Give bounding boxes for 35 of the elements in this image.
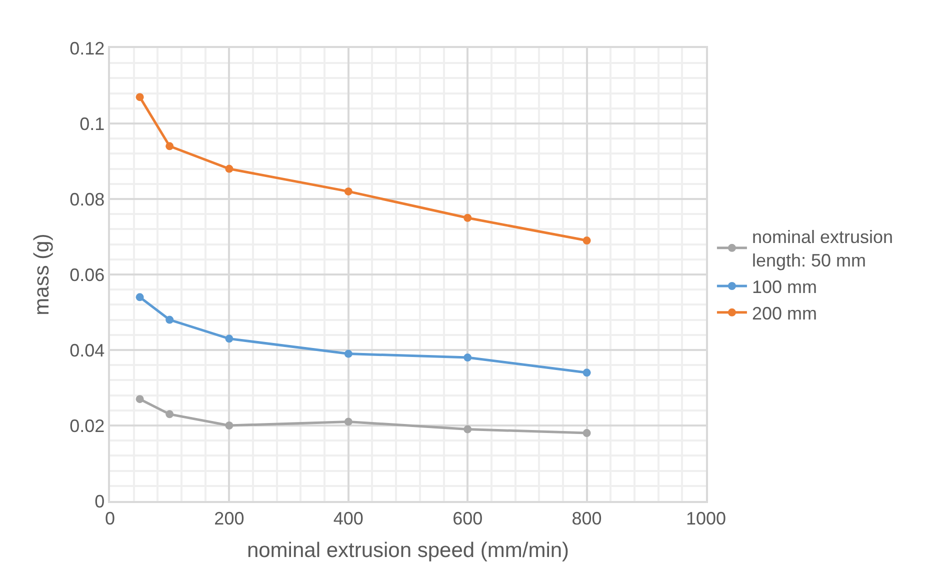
point bbox=[225, 334, 234, 343]
point bbox=[582, 368, 591, 377]
point bbox=[344, 187, 352, 196]
point bbox=[582, 429, 591, 438]
legend-label: nominal extrusion length: 50 mm bbox=[752, 227, 894, 271]
y-axis-title: mass (g) bbox=[30, 234, 54, 316]
point bbox=[136, 395, 144, 404]
point bbox=[225, 164, 234, 173]
legend-label: 200 mm bbox=[752, 303, 817, 324]
y-tick-label: 0.1 bbox=[80, 114, 105, 134]
legend-label: 100 mm bbox=[752, 277, 817, 298]
point bbox=[136, 293, 144, 302]
point bbox=[344, 418, 352, 426]
point bbox=[225, 422, 234, 430]
x-tick-label: 200 bbox=[214, 508, 244, 528]
x-tick-label: 400 bbox=[333, 508, 364, 528]
point bbox=[344, 350, 352, 358]
point bbox=[166, 316, 174, 324]
y-tick-label: 0.12 bbox=[70, 38, 105, 58]
y-tick-label: 0.06 bbox=[70, 264, 105, 285]
y-tick-label: 0.04 bbox=[70, 340, 105, 360]
x-tick-label: 1000 bbox=[686, 508, 726, 528]
y-tick-label: 0.08 bbox=[70, 189, 105, 210]
x-axis-title: nominal extrusion speed (mm/min) bbox=[246, 539, 570, 562]
y-tick-label: 0.02 bbox=[70, 416, 105, 436]
point bbox=[136, 93, 144, 102]
point bbox=[582, 236, 591, 245]
point bbox=[464, 425, 472, 434]
point bbox=[464, 214, 472, 222]
point bbox=[166, 142, 174, 150]
point bbox=[166, 410, 174, 418]
point bbox=[464, 354, 472, 362]
x-tick-label: 600 bbox=[452, 508, 483, 528]
y-tick-label: 0 bbox=[94, 491, 105, 512]
x-tick-label: 800 bbox=[572, 508, 602, 528]
